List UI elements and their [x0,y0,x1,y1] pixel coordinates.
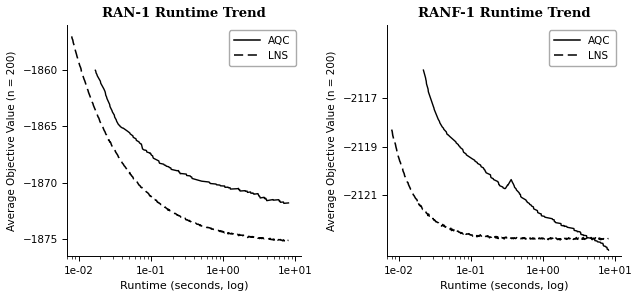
Y-axis label: Average Objective Value (n = 200): Average Objective Value (n = 200) [327,50,337,231]
Legend: AQC, LNS: AQC, LNS [548,30,616,66]
Legend: AQC, LNS: AQC, LNS [228,30,296,66]
Title: RAN-1 Runtime Trend: RAN-1 Runtime Trend [102,7,266,20]
Y-axis label: Average Objective Value (n = 200): Average Objective Value (n = 200) [7,50,17,231]
X-axis label: Runtime (seconds, log): Runtime (seconds, log) [120,281,248,291]
X-axis label: Runtime (seconds, log): Runtime (seconds, log) [440,281,568,291]
Title: RANF-1 Runtime Trend: RANF-1 Runtime Trend [418,7,591,20]
